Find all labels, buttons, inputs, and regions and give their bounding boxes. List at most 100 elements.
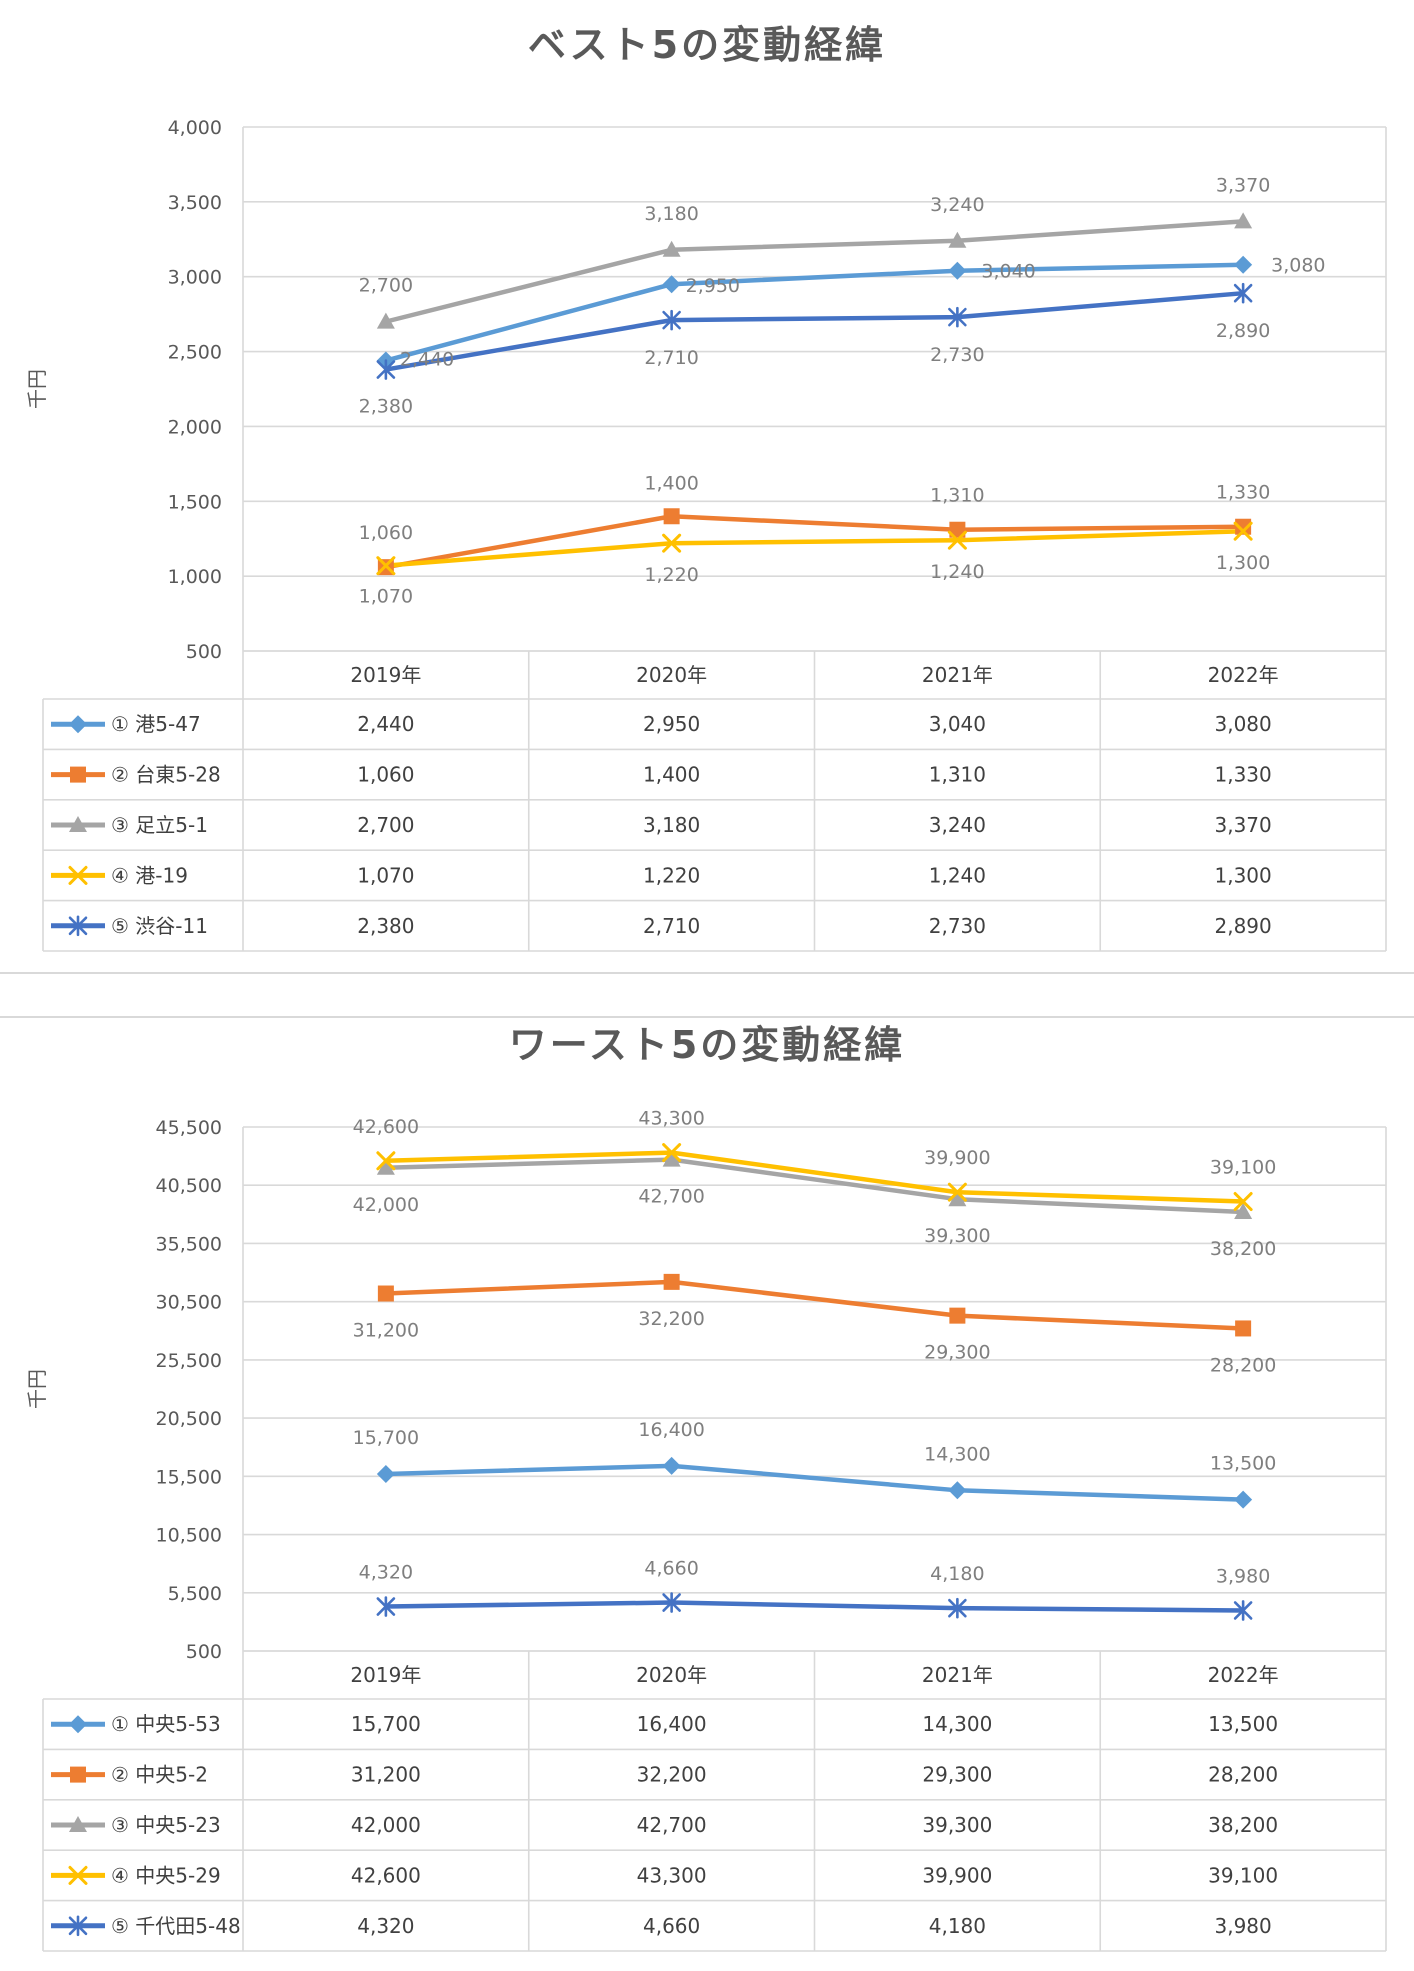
table-cell: 1,220 [643,863,700,887]
series-name: ⑤ 千代田5-48 [111,1914,241,1938]
legend-key-marker [69,1816,87,1832]
legend-key [51,816,105,832]
table-cell: 2,950 [643,712,700,736]
y-ticks: 4,000 3,500 3,000 2,500 2,000 1,500 1,000 500 [168,117,222,663]
y-tick-label: 15,500 [156,1466,222,1488]
data-label: 2,440 [400,349,454,371]
data-point-marker [948,1481,967,1500]
table-cell: 3,240 [929,813,986,837]
data-point-marker [1233,282,1253,304]
table-header-cell: 2019年 [350,1663,421,1687]
series-name: ③ 中央5-23 [111,1813,221,1837]
data-label: 1,330 [1216,482,1270,504]
series-group [376,1143,1253,1621]
data-label: 29,300 [924,1342,990,1364]
data-table: 2019年 2020年 2021年 2022年 ① 中央5-53 15,700 16,400… [42,1650,1387,1952]
data-label: 2,700 [359,275,413,297]
series-name: ⑤ 渋谷-11 [111,914,208,938]
table-cell: 3,370 [1214,813,1271,837]
table-cell: 2,380 [357,914,414,938]
table-cell: 4,660 [643,1914,700,1938]
table-cell: 43,300 [637,1863,707,1887]
data-point-marker [1234,1203,1253,1220]
data-label: 1,060 [359,522,413,544]
data-point-marker [376,556,396,576]
data-label: 4,320 [359,1562,413,1584]
data-point-marker [1233,1600,1253,1621]
data-label: 2,950 [686,275,740,297]
data-label: 1,220 [644,564,698,586]
table-cell: 1,330 [1214,763,1271,787]
data-point-marker [377,1285,394,1302]
data-label: 16,400 [638,1419,704,1441]
table-row: ② 台東5-28 1,060 1,400 1,310 1,330 [51,763,1272,787]
data-point-marker [949,521,966,538]
legend-key [51,766,105,783]
table-row: ① 中央5-53 15,700 16,400 14,300 13,500 [51,1712,1278,1736]
series-name: ④ 港-19 [111,863,188,887]
series-name: ① 中央5-53 [111,1712,221,1736]
data-label: 3,040 [981,261,1035,283]
legend-key [51,1915,105,1937]
chart-panel-best: ベスト5の変動経緯 千円 4,000 3,500 3,000 2,500 2,000 1,50… [0,0,1414,970]
data-label: 3,370 [1216,174,1270,196]
data-point-marker [662,1150,681,1167]
data-point-marker [948,231,967,248]
table-cell: 1,400 [643,763,700,787]
y-tick-label: 1,000 [168,566,222,588]
chart-panel-worst: ワースト5の変動経緯 千円 45,500 40,500 35,500 30,500 25,5… [0,1000,1414,1970]
data-label: 1,400 [644,472,698,494]
table-cell: 42,700 [637,1813,707,1837]
table-cell: 2,700 [357,813,414,837]
series-line [385,219,1244,324]
table-cell: 2,890 [1214,914,1271,938]
table-cell: 3,080 [1214,712,1271,736]
y-tick-label: 500 [186,641,222,663]
legend-key-marker [68,1915,88,1937]
y-tick-label: 3,500 [168,192,222,214]
table-row: ① 港5-47 2,440 2,950 3,040 3,080 [51,712,1272,736]
data-point-marker [376,312,395,329]
divider [0,1016,1414,1018]
data-point-marker [376,1465,395,1484]
legend-key [51,865,105,885]
data-label: 38,200 [1210,1238,1276,1260]
data-point-marker [948,306,967,328]
table-header-cell: 2020年 [636,1663,707,1687]
series-line [385,262,1244,363]
table-cell: 2,710 [643,914,700,938]
y-tick-label: 500 [186,1641,222,1663]
series-name: ② 台東5-28 [111,763,221,787]
data-point-marker [662,1143,682,1163]
series-line [385,1150,1244,1204]
table-header-cell: 2021年 [922,663,993,687]
data-point-marker [662,240,681,257]
table-header-cell: 2022年 [1208,1663,1279,1687]
table-cell: 28,200 [1208,1763,1278,1787]
data-label: 4,660 [644,1558,698,1580]
data-label: 39,100 [1210,1157,1276,1179]
y-tick-label: 35,500 [156,1233,222,1255]
y-tick-label: 40,500 [156,1175,222,1197]
data-point-marker [948,1190,967,1207]
data-labels: 15,700 16,400 14,300 13,500 31,200 32,200 29,3… [353,1108,1277,1588]
data-point-marker [663,1273,680,1290]
table-cell: 1,240 [929,863,986,887]
data-point-marker [376,1158,395,1175]
series-group [376,212,1253,576]
table-header-cell: 2021年 [922,1663,993,1687]
table-cell: 3,980 [1214,1914,1271,1938]
data-label: 2,710 [644,347,698,369]
y-ticks: 45,500 40,500 35,500 30,500 25,500 20,500 15,5… [156,1117,222,1663]
data-label: 3,240 [930,194,984,216]
y-tick-label: 45,500 [156,1117,222,1139]
table-cell: 39,300 [922,1813,992,1837]
legend-key-marker [70,1766,86,1783]
series-name: ④ 中央5-29 [111,1863,221,1887]
y-tick-label: 20,500 [156,1408,222,1430]
data-table: 2019年 2020年 2021年 2022年 ① 港5-47 2,440 2,950 3,0… [42,650,1387,952]
data-label: 15,700 [353,1427,419,1449]
data-point-marker [947,530,967,550]
legend-key [51,1865,105,1885]
